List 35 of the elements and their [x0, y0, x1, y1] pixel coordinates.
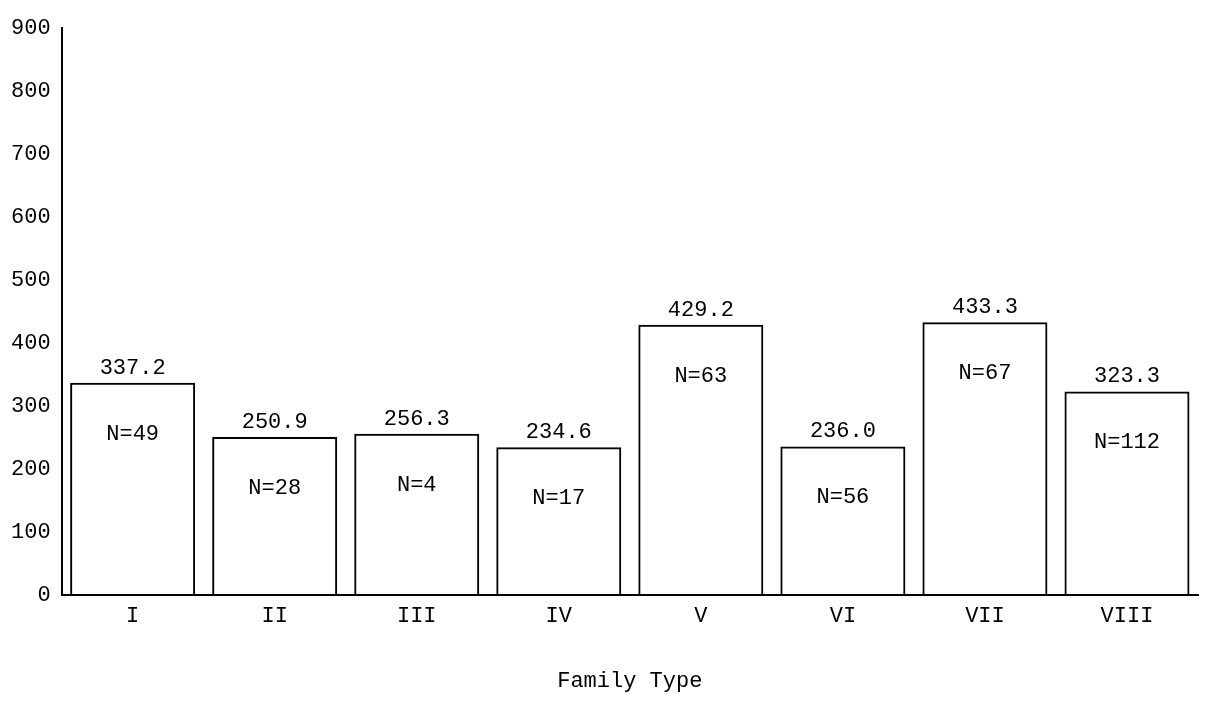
data-label: 256.3	[383, 406, 450, 432]
x-tick-label: VIII	[1100, 604, 1154, 630]
data-label: 236.0	[809, 419, 876, 445]
y-tick-label: 300	[11, 393, 51, 419]
data-label: 433.3	[951, 294, 1018, 320]
x-tick-label: VI	[829, 604, 857, 630]
y-tick-label: 500	[11, 267, 51, 293]
y-tick-label: 0	[37, 583, 51, 609]
annotation: N=28	[248, 475, 302, 501]
y-tick-label: 700	[11, 141, 51, 167]
x-tick-label: VII	[965, 604, 1005, 630]
x-axis-title: Family Type	[557, 668, 703, 694]
y-tick-label: 200	[11, 456, 51, 482]
x-tick-label: III	[396, 604, 437, 630]
annotation: N=112	[1093, 430, 1160, 456]
data-label: 250.9	[241, 409, 308, 435]
data-label: 337.2	[99, 355, 166, 381]
annotation: N=56	[816, 485, 870, 511]
y-tick-label: 800	[11, 78, 51, 104]
annotation: N=49	[106, 421, 160, 447]
x-tick-label: V	[694, 604, 709, 630]
data-label: 429.2	[667, 297, 734, 323]
data-label: 234.6	[525, 420, 592, 446]
annotation: N=63	[674, 363, 728, 389]
y-tick-label: 600	[11, 204, 51, 230]
data-label: 323.3	[1093, 364, 1160, 390]
x-tick-label: II	[261, 604, 288, 630]
annotation: N=4	[396, 472, 437, 498]
x-tick-label: IV	[545, 604, 573, 630]
y-tick-label: 400	[11, 330, 51, 356]
x-tick-label: I	[126, 604, 140, 630]
annotation: N=67	[958, 360, 1012, 386]
y-tick-label: 100	[11, 520, 51, 546]
y-tick-label: 900	[11, 15, 51, 41]
annotation: N=17	[532, 486, 586, 512]
